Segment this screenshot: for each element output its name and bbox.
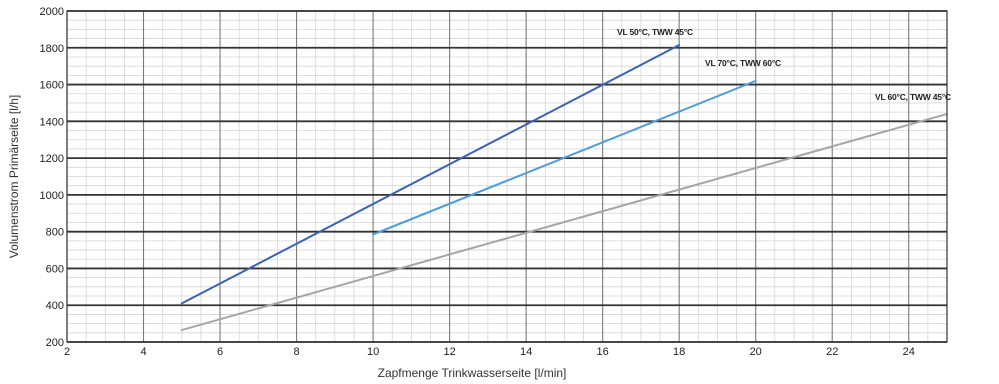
series-labels: VL 50°C, TWW 45°C VL 70°C, TWW 60°C VL 60°… [617, 27, 951, 102]
y-axis-title: Volumenstrom Primärseite [l/h] [7, 95, 21, 258]
x-tick-label: 10 [367, 346, 379, 358]
y-tick-label: 400 [46, 300, 64, 312]
x-axis-title: Zapfmenge Trinkwasserseite [l/min] [378, 366, 567, 380]
series-line [180, 44, 681, 305]
y-tick-label: 600 [46, 263, 64, 275]
series-line [372, 79, 757, 236]
y-tick-label: 2000 [40, 6, 64, 18]
y-tick-label: 1200 [40, 153, 64, 165]
x-tick-label: 16 [597, 346, 609, 358]
x-tick-label: 12 [443, 346, 455, 358]
x-tick-label: 14 [520, 346, 532, 358]
series-line [180, 112, 947, 332]
y-tick-label: 800 [46, 227, 64, 239]
tick-labels: 2 4 6 8 10 12 14 16 18 20 22 2420040060080010001200… [40, 6, 915, 358]
series-label: VL 70°C, TWW 60°C [705, 58, 781, 68]
y-tick-label: 1600 [40, 80, 64, 92]
series-label: VL 50°C, TWW 45°C [617, 27, 693, 37]
x-tick-label: 20 [750, 346, 762, 358]
y-tick-label: 200 [46, 337, 64, 349]
grid [66, 10, 947, 343]
y-tick-label: 1800 [40, 43, 64, 55]
plot-frame [66, 10, 948, 343]
x-tick-label: 6 [217, 346, 223, 358]
x-tick-label: 4 [140, 346, 146, 358]
x-tick-label: 24 [903, 346, 915, 358]
series-label: VL 60°C, TWW 45°C [875, 92, 951, 102]
y-tick-label: 1400 [40, 116, 64, 128]
series-lines [180, 44, 947, 332]
x-tick-label: 18 [673, 346, 685, 358]
x-tick-label: 22 [826, 346, 838, 358]
y-tick-label: 1000 [40, 190, 64, 202]
x-tick-label: 2 [64, 346, 70, 358]
x-tick-label: 8 [294, 346, 300, 358]
